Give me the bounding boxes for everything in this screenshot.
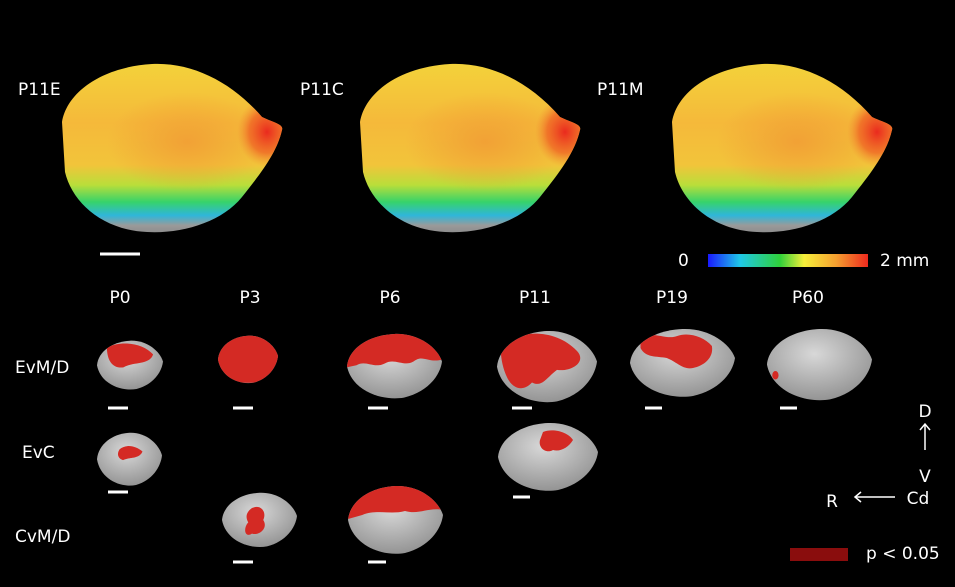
legend-label: p < 0.05 xyxy=(866,544,940,564)
legend-swatch xyxy=(790,548,848,561)
column-label: P19 xyxy=(656,288,688,308)
panel-label: P11M xyxy=(597,80,644,100)
colorbar-max: 2 mm xyxy=(880,251,929,271)
row-label: EvM/D xyxy=(15,358,69,378)
column-label: P11 xyxy=(519,288,551,308)
figure: P11E P11C P11M 0 2 mm P0 P3 P6 P11 P19 P… xyxy=(0,0,955,587)
orientation-ventral: V xyxy=(919,467,931,487)
orientation-caudal: Cd xyxy=(907,489,930,509)
column-label: P3 xyxy=(239,288,260,308)
orientation-rostral: R xyxy=(826,492,838,512)
colorbar xyxy=(708,254,868,267)
panel-label: P11E xyxy=(18,80,61,100)
column-label: P0 xyxy=(109,288,130,308)
orientation-dorsal: D xyxy=(918,402,931,422)
panel-label: P11C xyxy=(300,80,344,100)
row-label: EvC xyxy=(22,443,55,463)
column-label: P6 xyxy=(379,288,400,308)
row-label: CvM/D xyxy=(15,527,70,547)
colorbar-min: 0 xyxy=(678,251,689,271)
column-label: P60 xyxy=(792,288,824,308)
